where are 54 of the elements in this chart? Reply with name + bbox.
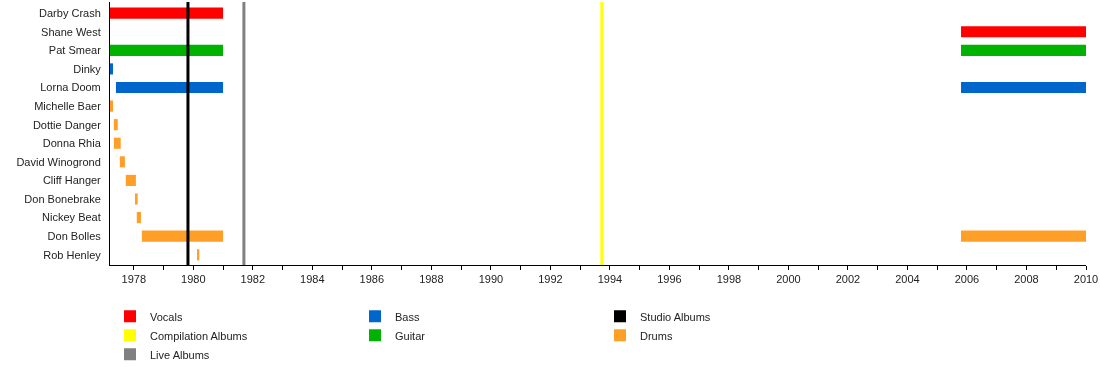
bar bbox=[115, 81, 224, 94]
y-tick-label: David Winogrond bbox=[16, 155, 101, 168]
x-tick-label: 1978 bbox=[121, 273, 147, 286]
bar bbox=[136, 212, 141, 224]
y-tick-label: Michelle Baer bbox=[34, 99, 102, 112]
x-tick-label: 2008 bbox=[1014, 273, 1039, 286]
x-tick-label: 1992 bbox=[538, 273, 563, 286]
x-tick-label: 1986 bbox=[359, 273, 385, 286]
bar bbox=[113, 137, 121, 149]
x-tick-label: 1996 bbox=[657, 273, 682, 286]
bar bbox=[125, 174, 136, 187]
legend-label: Studio Albums bbox=[640, 310, 711, 323]
legend-label: Bass bbox=[395, 310, 420, 323]
x-tick-label: 1994 bbox=[597, 273, 623, 286]
bar bbox=[961, 230, 1086, 242]
y-tick-label: Darby Crash bbox=[39, 7, 101, 19]
x-tick-label: 2000 bbox=[776, 273, 801, 286]
bar bbox=[135, 193, 138, 205]
bar bbox=[110, 7, 224, 19]
bar bbox=[961, 81, 1086, 94]
legend-label: Live Albums bbox=[150, 348, 210, 361]
x-tick-label: 2002 bbox=[835, 273, 861, 286]
x-tick-label: 2004 bbox=[895, 273, 920, 286]
x-tick-label: 1980 bbox=[181, 273, 206, 286]
bar bbox=[961, 44, 1086, 56]
y-tick-label: Rob Henley bbox=[43, 248, 102, 261]
bar bbox=[113, 119, 118, 131]
x-tick-label: 1998 bbox=[716, 273, 742, 286]
y-tick-label: Shane West bbox=[41, 25, 101, 38]
x-tick-label: 1988 bbox=[419, 273, 444, 286]
legend-label: Vocals bbox=[150, 310, 183, 323]
y-tick-label: Dinky bbox=[73, 62, 102, 75]
legend-label: Guitar bbox=[395, 329, 426, 342]
x-tick-label: 1984 bbox=[300, 273, 325, 286]
y-tick-label: Cliff Hanger bbox=[42, 174, 102, 187]
y-tick-label: Donna Rhia bbox=[42, 137, 102, 150]
y-tick-label: Don Bonebrake bbox=[24, 192, 101, 205]
bar bbox=[110, 100, 113, 112]
bar bbox=[119, 156, 125, 168]
bar bbox=[110, 44, 224, 56]
y-tick-label: Nickey Beat bbox=[42, 211, 101, 224]
x-tick-label: 1982 bbox=[240, 273, 266, 286]
x-tick-label: 1990 bbox=[478, 273, 504, 286]
bar bbox=[961, 26, 1086, 38]
y-tick-label: Don Bolles bbox=[47, 230, 102, 243]
y-tick-label: Pat Smear bbox=[48, 44, 102, 57]
bar bbox=[141, 230, 224, 242]
x-tick-label: 2006 bbox=[954, 273, 980, 286]
y-tick-label: Lorna Doom bbox=[40, 81, 101, 94]
legend-label: Drums bbox=[640, 329, 673, 342]
legend-label: Compilation Albums bbox=[150, 329, 248, 342]
bar bbox=[110, 63, 113, 75]
x-tick-label: 2010 bbox=[1073, 273, 1099, 286]
y-tick-label: Dottie Danger bbox=[32, 118, 102, 131]
